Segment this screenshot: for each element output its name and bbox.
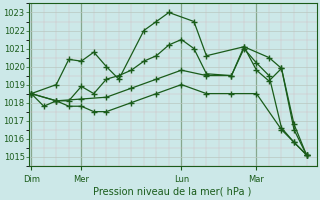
X-axis label: Pression niveau de la mer( hPa ): Pression niveau de la mer( hPa ) [93,187,252,197]
